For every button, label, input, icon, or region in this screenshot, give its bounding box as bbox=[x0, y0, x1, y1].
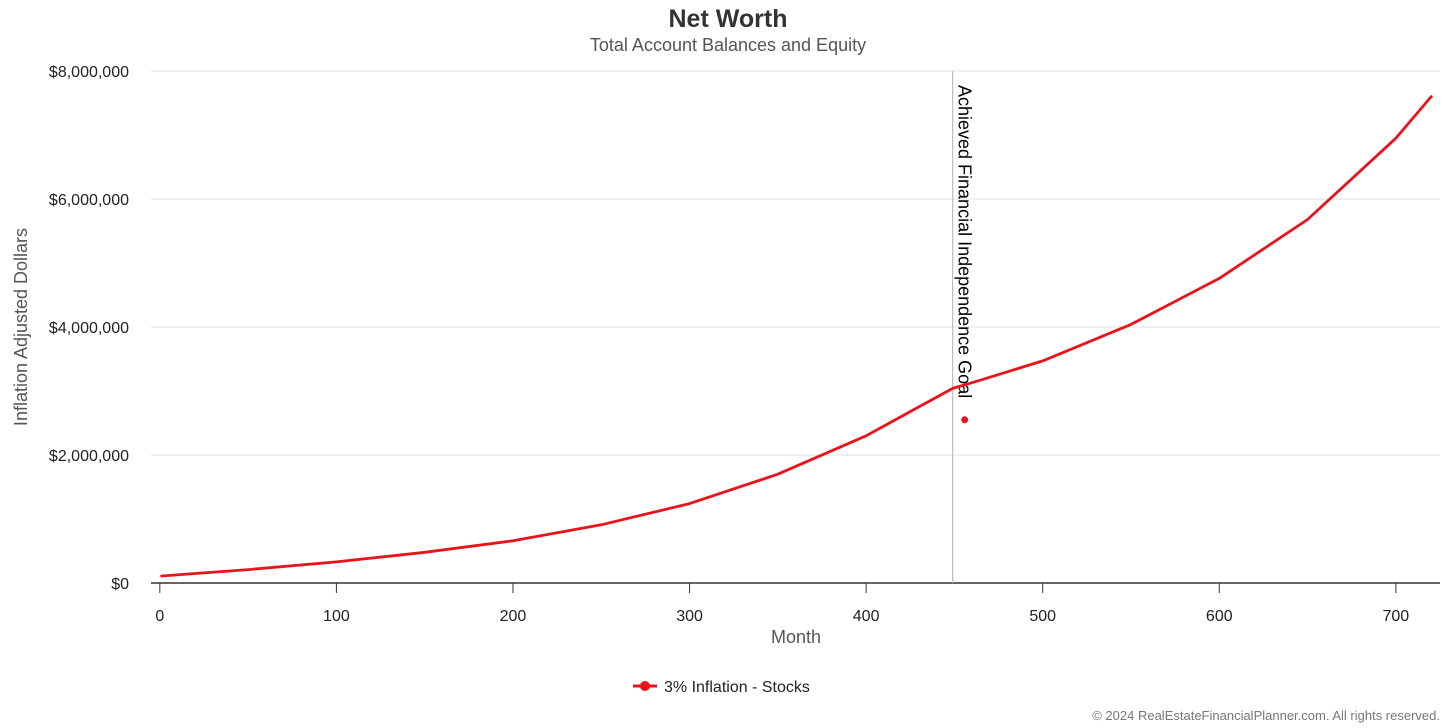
y-axis-ticks: $0 $2,000,000 $4,000,000 $6,000,000 $8,000,0… bbox=[49, 64, 129, 593]
y-tick-label: $8,000,000 bbox=[49, 64, 129, 81]
series-area[interactable] bbox=[160, 95, 1433, 578]
fi-goal-annotation: Achieved Financial Independence Goal bbox=[952, 71, 975, 583]
x-axis-title: Month bbox=[771, 627, 821, 647]
credits-text[interactable]: © 2024 RealEstateFinancialPlanner.com. A… bbox=[1092, 708, 1440, 723]
y-tick-label: $0 bbox=[111, 576, 129, 593]
x-tick-label: 100 bbox=[323, 608, 350, 625]
x-axis: 0 100 200 300 400 500 600 700 bbox=[151, 582, 1440, 625]
y-tick-label: $6,000,000 bbox=[49, 192, 129, 209]
y-axis-title: Inflation Adjusted Dollars bbox=[11, 228, 31, 426]
series-line-3pct-inflation-stocks[interactable] bbox=[160, 95, 1433, 578]
x-tick-label: 0 bbox=[155, 608, 164, 625]
x-tick-label: 600 bbox=[1206, 608, 1233, 625]
x-tick-label: 500 bbox=[1029, 608, 1056, 625]
x-tick-label: 400 bbox=[853, 608, 880, 625]
legend-swatch-marker bbox=[640, 681, 650, 691]
y-tick-label: $2,000,000 bbox=[49, 448, 129, 465]
fi-goal-marker[interactable] bbox=[961, 416, 969, 424]
y-tick-label: $4,000,000 bbox=[49, 320, 129, 337]
fi-goal-label: Achieved Financial Independence Goal bbox=[955, 85, 975, 398]
chart-title: Net Worth bbox=[669, 5, 788, 33]
chart-subtitle: Total Account Balances and Equity bbox=[590, 35, 866, 55]
x-tick-label: 700 bbox=[1383, 608, 1410, 625]
y-gridlines bbox=[151, 70, 1440, 456]
x-tick-label: 200 bbox=[500, 608, 527, 625]
legend[interactable]: 3% Inflation - Stocks bbox=[633, 679, 810, 696]
x-tick-label: 300 bbox=[676, 608, 703, 625]
legend-label: 3% Inflation - Stocks bbox=[664, 679, 810, 696]
